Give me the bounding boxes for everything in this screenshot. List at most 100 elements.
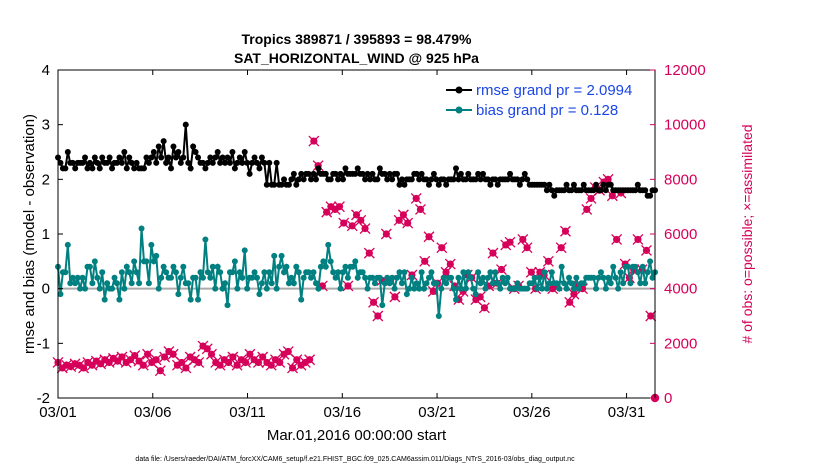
- legend-entry-rmse: rmse grand pr = 2.0994: [476, 82, 632, 99]
- bias-point: [548, 269, 555, 276]
- bias-point: [514, 280, 521, 287]
- rmse-point: [597, 187, 604, 194]
- bias-point: [534, 285, 541, 292]
- bias-point: [126, 269, 133, 276]
- bias-point: [477, 280, 484, 287]
- bias-point: [413, 280, 420, 287]
- rmse-point: [367, 176, 374, 183]
- bias-point: [113, 280, 120, 287]
- rmse-point: [519, 176, 526, 183]
- bias-point: [421, 285, 428, 292]
- bias-point: [153, 252, 160, 259]
- rmse-point: [423, 176, 430, 183]
- rmse-point: [647, 192, 654, 199]
- bias-point: [627, 280, 634, 287]
- y-tick-label: 3: [42, 117, 50, 134]
- bias-point: [266, 269, 273, 276]
- bias-point: [290, 280, 297, 287]
- bias-point: [133, 269, 140, 276]
- bias-point: [475, 269, 482, 276]
- bias-point: [207, 274, 214, 281]
- rmse-point: [165, 154, 172, 161]
- rmse-point: [288, 176, 295, 183]
- bias-point: [89, 280, 96, 287]
- rmse-point: [600, 181, 607, 188]
- rmse-point: [514, 176, 521, 183]
- obs-assimilated-mark: [444, 258, 456, 270]
- bias-point: [317, 263, 324, 270]
- rmse-point: [239, 159, 246, 166]
- obs-assimilated-mark: [261, 357, 273, 368]
- bias-point: [453, 296, 459, 303]
- rmse-point: [374, 176, 381, 183]
- bias-point: [428, 269, 435, 276]
- rmse-point: [118, 159, 125, 166]
- bias-point: [354, 274, 361, 281]
- y-right-tick-label: 0: [664, 390, 672, 407]
- bias-point: [556, 285, 563, 292]
- rmse-point: [396, 181, 403, 188]
- y-axis-label: rmse and bias (model - observation): [21, 114, 38, 354]
- rmse-point: [251, 154, 258, 161]
- obs-assimilated-mark: [248, 354, 260, 366]
- rmse-point: [480, 170, 487, 177]
- rmse-point: [315, 165, 322, 172]
- bias-point: [308, 274, 315, 281]
- bias-point: [96, 285, 103, 292]
- bias-point: [457, 285, 464, 292]
- obs-assimilated-mark: [69, 358, 81, 370]
- bias-point: [283, 263, 290, 270]
- bias-point: [401, 269, 408, 276]
- bias-point: [632, 263, 639, 270]
- obs-assimilated-mark: [188, 354, 200, 366]
- rmse-point: [593, 181, 600, 188]
- obs-assimilated-mark: [555, 242, 567, 254]
- rmse-point: [607, 181, 614, 188]
- bias-point: [197, 269, 204, 276]
- bias-point: [448, 274, 455, 281]
- rmse-point: [524, 176, 531, 183]
- bias-point: [148, 241, 155, 248]
- bias-point: [236, 269, 243, 276]
- rmse-point: [359, 170, 366, 177]
- rmse-point: [453, 165, 459, 172]
- bias-point: [209, 263, 216, 270]
- y-right-tick-label: 4000: [664, 281, 697, 298]
- bias-point: [199, 274, 206, 281]
- rmse-point: [209, 159, 216, 166]
- obs-assimilated-mark: [564, 296, 576, 308]
- rmse-point: [160, 138, 167, 145]
- bias-point: [575, 285, 582, 292]
- rmse-point: [168, 165, 175, 172]
- bias-point: [480, 274, 487, 281]
- rmse-point: [57, 159, 64, 166]
- rmse-point: [131, 165, 138, 172]
- y-tick-label: 4: [42, 62, 50, 79]
- rmse-point: [217, 159, 224, 166]
- bias-point: [362, 274, 369, 281]
- rmse-point: [175, 149, 182, 155]
- rmse-point: [273, 159, 280, 166]
- legend-box: [442, 76, 650, 120]
- bias-point: [561, 280, 568, 287]
- bias-point: [224, 302, 231, 309]
- obs-assimilated-mark: [154, 365, 166, 377]
- bias-point: [450, 285, 457, 292]
- bias-point: [177, 274, 184, 281]
- rmse-point: [401, 181, 408, 188]
- obs-assimilated-mark: [129, 350, 141, 362]
- bias-point: [342, 263, 349, 270]
- rmse-point: [219, 154, 226, 161]
- obs-assimilated-mark: [90, 355, 102, 367]
- bias-point: [465, 269, 472, 276]
- obs-assimilated-mark: [611, 234, 623, 245]
- rmse-point: [602, 187, 609, 194]
- rmse-point: [457, 170, 464, 177]
- rmse-point: [580, 181, 587, 188]
- obs-assimilated-mark: [270, 354, 281, 366]
- bias-point: [369, 274, 376, 281]
- obs-assimilated-mark: [645, 310, 657, 322]
- bias-point: [72, 280, 79, 287]
- obs-assimilated-mark: [197, 340, 209, 352]
